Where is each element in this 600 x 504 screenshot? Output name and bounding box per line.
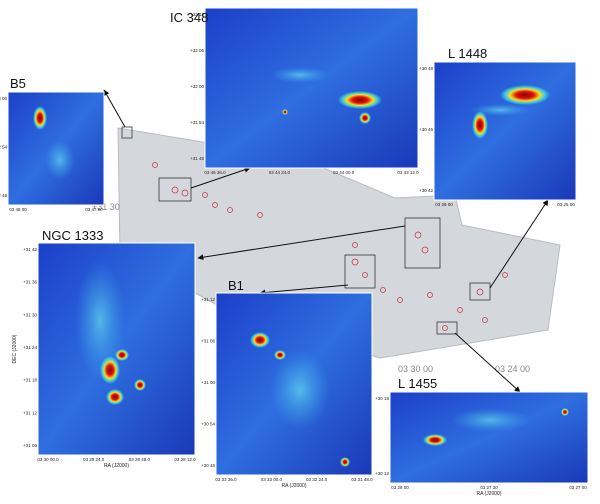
inset-title: B5 (10, 76, 26, 91)
x-tick-label: 03 45 36.0 (204, 170, 226, 175)
x-axis-label: RA (J2000) (104, 463, 129, 469)
y-tick-label: +31 12 (23, 410, 37, 415)
arrows (103, 89, 549, 393)
y-tick-label: +31 12 (201, 297, 215, 302)
x-tick-label: 03 47 00 (85, 207, 103, 212)
y-tick-label: +31 54 (190, 120, 204, 125)
y-tick-label: +30 45 (419, 127, 433, 132)
y-tick-label: +30 48 (419, 66, 433, 71)
inset-title: B1 (228, 278, 244, 293)
inset-panel: B5+33 00 +32 54 +32 48 03 48 00 03 47 00 (0, 76, 105, 212)
inset-map (389, 391, 589, 484)
emission (106, 389, 124, 405)
y-tick-label: +32 48 (0, 193, 7, 198)
y-tick-label: +31 24 (23, 345, 37, 350)
y-tick-label: +31 42 (23, 247, 37, 252)
y-tick-label: +31 48 (190, 156, 204, 161)
x-tick-label: 03 25 00 (557, 202, 575, 207)
y-tick-label: +31 06 (23, 443, 37, 448)
emission (338, 91, 382, 109)
inset-title: L 1448 (448, 46, 487, 61)
x-tick-label: 03 44 00.0 (333, 170, 355, 175)
x-tick-label: 03 31 48.0 (351, 477, 373, 482)
inset-panel: IC 348+32 12 +32 06 +32 00 +31 54 +31 48 03 4… (170, 7, 419, 175)
inset-panel: NGC 1333 +31 42 +31 36 +31 30 +31 24 +31 18 +3… (12, 228, 196, 469)
y-tick-label: +31 00 (201, 380, 215, 385)
emission (470, 104, 530, 116)
survey-dec: +31 30 (92, 202, 120, 212)
x-tick-label: 03 33 36.0 (215, 477, 237, 482)
emission (500, 85, 550, 105)
y-tick-label: +30 42 (419, 188, 433, 193)
x-tick-label: 03 27 30 (480, 485, 498, 490)
x-tick-label: 03 28 12.0 (174, 457, 196, 462)
x-tick-label: 03 32 24.0 (306, 477, 328, 482)
y-tick-label: +30 12 (375, 471, 389, 476)
x-tick-label: 03 43 12.0 (397, 170, 419, 175)
x-tick-label: 03 26 00 (435, 202, 453, 207)
inset-map (204, 7, 419, 169)
x-axis-label: RA (J2000) (476, 491, 501, 497)
y-tick-label: +32 12 (190, 12, 204, 17)
inset-panel: B1 +31 12 +31 06 +31 00 +30 54 +30 48 03 33 36… (201, 278, 373, 489)
x-tick-label: 03 30 00.0 (37, 457, 59, 462)
y-tick-label: +33 00 (0, 96, 7, 101)
emission (423, 434, 447, 446)
emission (472, 111, 488, 139)
emission (340, 457, 350, 467)
x-axis-label: RA (J2000) (281, 483, 306, 489)
emission (450, 408, 530, 432)
emission (33, 106, 47, 130)
emission (75, 260, 125, 380)
y-tick-label: +30 48 (201, 463, 215, 468)
emission (359, 112, 371, 124)
y-tick-label: +31 06 (201, 339, 215, 344)
y-tick-label: +31 18 (23, 378, 37, 383)
x-tick-label: 03 48 00 (9, 207, 27, 212)
emission (270, 350, 330, 430)
inset-map (433, 61, 577, 201)
emission (250, 332, 270, 348)
x-tick-label: 03 27 00 (569, 485, 587, 490)
inset-title: IC 348 (170, 10, 208, 25)
emission (45, 140, 75, 180)
x-tick-label: 03 44 24.0 (269, 170, 291, 175)
y-axis-label: DEC (J2000) (12, 334, 18, 363)
x-tick-label: 03 28 48.0 (129, 457, 151, 462)
y-tick-label: +31 30 (23, 312, 37, 317)
sources (152, 162, 508, 331)
inset-panel: L 1455 +30 18 +30 12 03 28 00 03 27 30 03 27 … (375, 376, 589, 497)
x-tick-label: 03 29 24.0 (83, 457, 105, 462)
inset-title: L 1455 (398, 376, 437, 391)
y-tick-label: +30 18 (375, 396, 389, 401)
emission (134, 379, 146, 391)
survey-ra: 03 24 00 (495, 364, 530, 374)
emission (282, 109, 288, 115)
region-boxes (121, 126, 491, 335)
y-tick-label: +32 06 (190, 48, 204, 53)
y-tick-label: +30 54 (201, 422, 215, 427)
x-tick-label: 03 33 00.0 (261, 477, 283, 482)
y-tick-label: +32 00 (190, 84, 204, 89)
inset-panel: L 1448 +30 48 +30 45 +30 42 03 26 00 03 25 00 (419, 46, 577, 207)
y-tick-label: +32 54 (0, 145, 7, 150)
x-tick-label: 03 28 00 (391, 485, 409, 490)
inset-title: NGC 1333 (42, 228, 103, 243)
y-tick-label: +31 36 (23, 280, 37, 285)
emission (270, 67, 330, 83)
emission (561, 408, 569, 416)
survey-ra: 03 30 00 (398, 364, 433, 374)
